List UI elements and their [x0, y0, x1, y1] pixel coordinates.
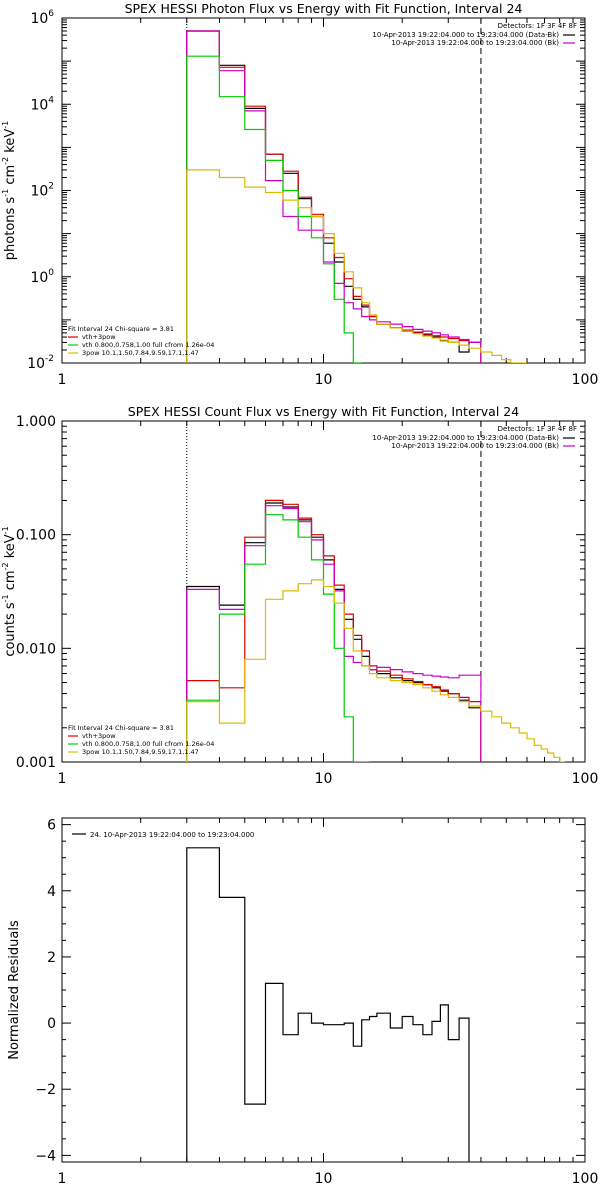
- y-tick-label: 4: [47, 884, 56, 900]
- y-axis-label: Normalized Residuals: [7, 920, 22, 1060]
- y-tick-label: −2: [35, 1082, 56, 1098]
- y-tick-base: 10: [30, 270, 48, 286]
- fit-info-entry: vth 0.800,0.758,1.00 full cfrom 1.26e-04: [82, 341, 214, 349]
- y-axis-label: counts s-1 cm-2 keV-1: [1, 526, 18, 656]
- y-tick-label: 10-2: [27, 354, 54, 372]
- chart-title: SPEX HESSI Count Flux vs Energy with Fit…: [128, 404, 519, 419]
- x-tick-label: 100: [572, 372, 599, 388]
- histogram-series-3: [186, 514, 370, 762]
- histogram-series-4: [186, 579, 566, 762]
- histogram-series-3: [186, 55, 362, 363]
- y-tick-label: 0.010: [16, 641, 56, 657]
- histogram-series-0: [186, 847, 470, 1162]
- y-tick-label: 106: [30, 9, 54, 27]
- x-tick-label: 100: [572, 1171, 599, 1187]
- y-tick-exponent: 4: [48, 95, 54, 105]
- y-tick-label: 0: [47, 1016, 56, 1032]
- y-tick-exponent: 6: [48, 9, 54, 19]
- chart-title: SPEX HESSI Photon Flux vs Energy with Fi…: [125, 1, 523, 16]
- y-tick-label: 0.100: [16, 528, 56, 544]
- x-tick-label: 1: [58, 771, 67, 787]
- x-tick-label: 100: [572, 771, 599, 787]
- y-axis-label-part: -1: [1, 121, 10, 129]
- y-axis-label-part: photons s: [3, 197, 18, 261]
- fit-info-header: Fit Interval 24 Chi-square = 3.81: [68, 325, 174, 333]
- fit-info-entry: vth+3pow: [82, 333, 116, 341]
- legend-entry: 10-Apr-2013 19:22:04.000 to 19:23:04.000…: [391, 39, 559, 47]
- y-tick-exponent: 2: [48, 182, 54, 192]
- y-axis-label-part: -1: [1, 189, 10, 197]
- y-tick-label: 1.000: [16, 414, 56, 430]
- histogram-series-0: [186, 502, 482, 762]
- legend-header: Detectors: 1F 3F 4F 8F: [498, 425, 577, 433]
- y-tick-base: 10: [30, 184, 48, 200]
- fit-info-entry: vth+3pow: [82, 732, 116, 740]
- y-axis-label-part: -1: [1, 526, 10, 534]
- fit-info-entry: 3pow 10.1,1.50,7.84,9.59,17.1,1.47: [82, 349, 199, 357]
- y-tick-label: 0.001: [16, 755, 56, 771]
- residuals-panel: 1 10 100 6 4 2 0 −2 −4 Normalized Residuals 24. 10…: [7, 817, 599, 1187]
- x-tick-label: 1: [58, 1171, 67, 1187]
- fit-info-header: Fit Interval 24 Chi-square = 3.81: [68, 724, 174, 732]
- histogram-series-4: [186, 169, 527, 363]
- y-axis-label-part: -1: [1, 594, 10, 602]
- legend-entry: 10-Apr-2013 19:22:04.000 to 19:23:04.000…: [372, 434, 559, 442]
- photon-flux-panel: SPEX HESSI Photon Flux vs Energy with Fi…: [1, 1, 598, 388]
- y-tick-label: 104: [30, 95, 54, 113]
- y-tick-label: 102: [30, 182, 54, 200]
- count-flux-panel: SPEX HESSI Count Flux vs Energy with Fit…: [1, 404, 598, 787]
- y-axis-label: photons s-1 cm-2 keV-1: [1, 121, 18, 260]
- y-tick-label: 2: [47, 950, 56, 966]
- fit-info-entry: 3pow 10.1,1.50,7.84,9.59,17.1,1.47: [82, 748, 199, 756]
- y-axis-label-part: counts s: [3, 602, 18, 657]
- legend-header: Detectors: 1F 3F 4F 8F: [498, 22, 577, 30]
- y-tick-label: 100: [30, 268, 54, 286]
- y-axis-label-part: -2: [1, 562, 10, 570]
- y-tick-exponent: -2: [45, 354, 54, 364]
- plot-frame: [61, 17, 586, 364]
- y-axis-label-part: -2: [1, 157, 10, 165]
- fit-info-entry: vth 0.800,0.758,1.00 full cfrom 1.26e-04: [82, 740, 214, 748]
- legend-entry: 10-Apr-2013 19:22:04.000 to 19:23:04.000…: [372, 31, 559, 39]
- y-tick-exponent: 0: [48, 268, 54, 278]
- y-axis-label-part: keV: [3, 129, 18, 157]
- y-axis-label-part: cm: [3, 570, 18, 594]
- y-axis-label-part: cm: [3, 165, 18, 189]
- y-tick-base: 10: [27, 356, 45, 372]
- plot-frame: [61, 817, 586, 1163]
- x-tick-label: 10: [315, 372, 333, 388]
- y-tick-base: 10: [30, 97, 48, 113]
- y-tick-base: 10: [30, 11, 48, 27]
- histogram-series-2: [186, 30, 482, 363]
- histogram-series-1: [186, 30, 482, 363]
- y-tick-label: 6: [47, 818, 56, 834]
- y-axis-label-part: keV: [3, 534, 18, 562]
- legend-entry: 10-Apr-2013 19:22:04.000 to 19:23:04.000…: [391, 442, 559, 450]
- histogram-series-1: [186, 499, 482, 762]
- x-tick-label: 10: [315, 1171, 333, 1187]
- histogram-series-0: [186, 30, 482, 363]
- legend-entry: 24. 10-Apr-2013 19:22:04.000 to 19:23:04…: [90, 831, 254, 839]
- x-tick-label: 1: [58, 372, 67, 388]
- x-tick-label: 10: [315, 771, 333, 787]
- y-tick-label: −4: [35, 1148, 56, 1164]
